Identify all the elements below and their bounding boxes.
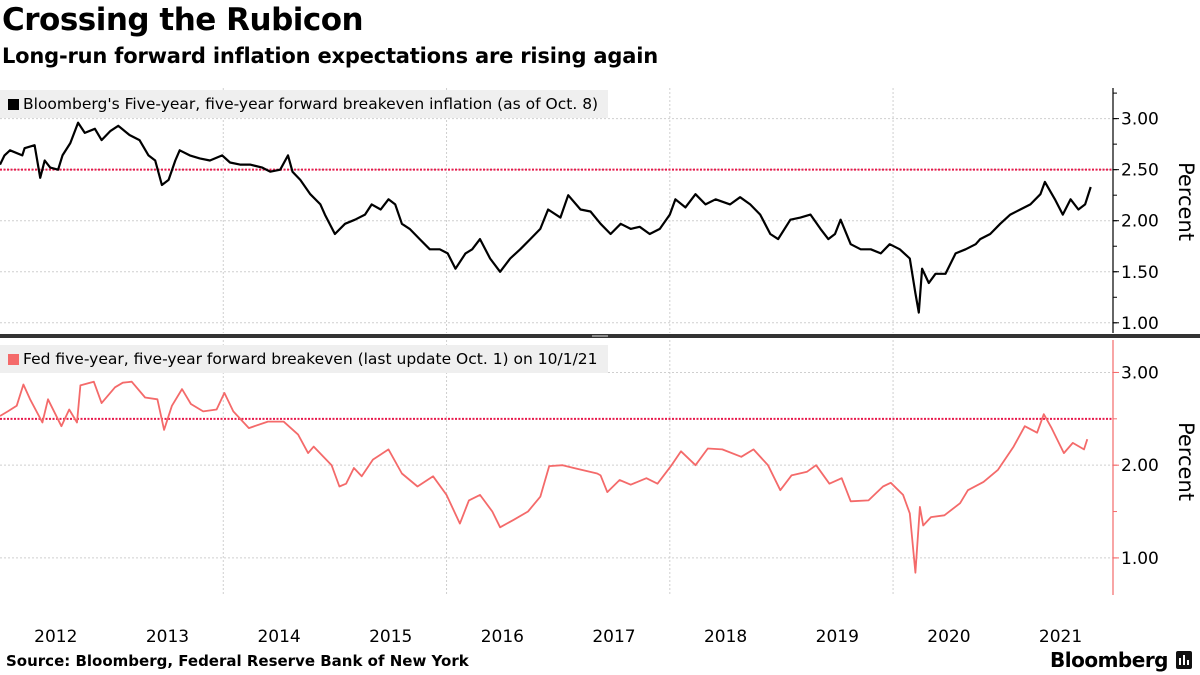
top-legend-label: Bloomberg's Five-year, five-year forward… (23, 95, 599, 113)
x-tick-label: 2016 (481, 627, 524, 647)
logo-text: Bloomberg (1050, 648, 1168, 672)
x-tick-label: 2021 (1039, 627, 1082, 647)
y-tick-label: 3.00 (1121, 110, 1159, 130)
x-tick-label: 2015 (369, 627, 412, 647)
bottom-legend: Fed five-year, five-year forward breakev… (0, 345, 608, 373)
x-tick-label: 2014 (257, 627, 300, 647)
legend-swatch-red (8, 354, 19, 365)
y-tick-label: 2.00 (1121, 456, 1159, 476)
y-tick-label: 1.00 (1121, 314, 1159, 334)
legend-swatch-black (8, 99, 19, 110)
bloomberg-chart-icon (1176, 651, 1192, 669)
top-legend: Bloomberg's Five-year, five-year forward… (0, 90, 609, 118)
chart-subtitle: Long-run forward inflation expectations … (2, 44, 658, 68)
bottom-legend-label: Fed five-year, five-year forward breakev… (23, 350, 598, 368)
bloomberg-logo: Bloomberg (1050, 648, 1192, 672)
x-tick-label: 2019 (816, 627, 859, 647)
bloomberg-breakeven-line (0, 121, 1092, 314)
y-tick-label: 3.00 (1121, 363, 1159, 383)
x-tick-label: 2013 (146, 627, 189, 647)
panel-resize-grip (592, 335, 608, 337)
x-tick-label: 2017 (592, 627, 635, 647)
y-tick-label: 2.00 (1121, 212, 1159, 232)
y-tick-label: 1.00 (1121, 549, 1159, 569)
fed-breakeven-line (0, 380, 1089, 574)
y-tick-label: 2.50 (1121, 161, 1159, 181)
y-tick-label: 1.50 (1121, 263, 1159, 283)
top-y-axis-label: Percent (1174, 162, 1198, 242)
x-tick-label: 2020 (927, 627, 970, 647)
chart-title: Crossing the Rubicon (2, 2, 364, 38)
source-note: Source: Bloomberg, Federal Reserve Bank … (6, 652, 469, 670)
x-tick-label: 2012 (34, 627, 77, 647)
x-tick-label: 2018 (704, 627, 747, 647)
bottom-y-axis-label: Percent (1174, 422, 1198, 502)
